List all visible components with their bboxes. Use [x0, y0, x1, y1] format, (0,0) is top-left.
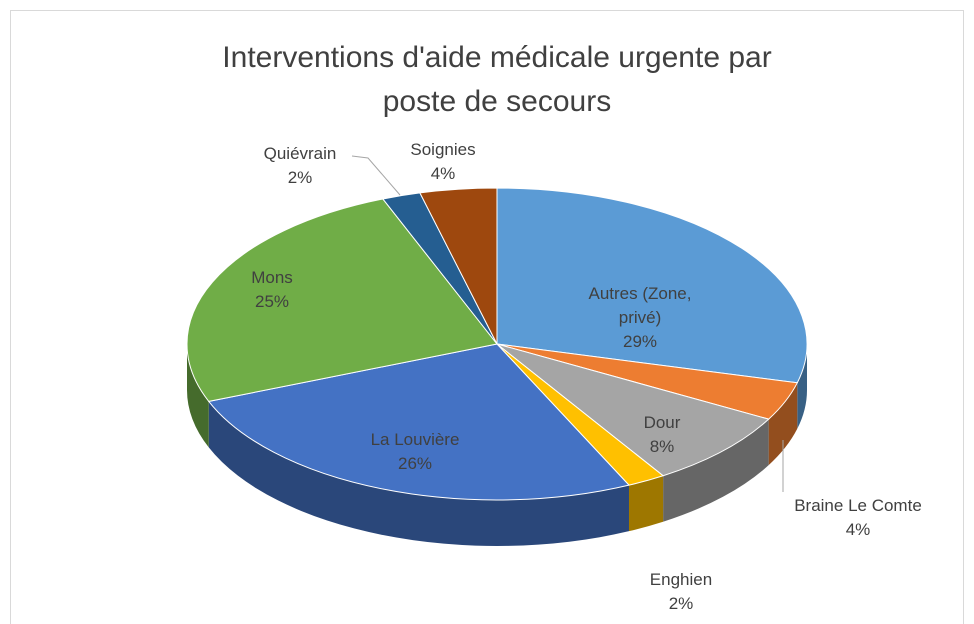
label-category: Dour — [643, 413, 681, 432]
label-category: Autres (Zone, privé) — [588, 284, 692, 327]
slice-side — [208, 401, 629, 546]
data-label: Autres (Zone, privé) 29% — [575, 282, 705, 354]
data-label: Quiévrain 2% — [250, 142, 350, 190]
leader-line — [351, 155, 401, 196]
data-label: Dour 8% — [622, 411, 702, 459]
slice — [186, 198, 498, 402]
label-value: 4% — [430, 164, 456, 183]
slice-side — [187, 344, 209, 448]
label-value: 29% — [622, 332, 658, 351]
slice-side — [768, 382, 798, 466]
data-label: Braine Le Comte 4% — [758, 494, 958, 542]
label-category: La Louvière — [370, 430, 460, 449]
slice-side — [628, 475, 664, 532]
chart-title: Interventions d'aide médicale urgente pa… — [222, 41, 772, 118]
label-value: 8% — [649, 437, 675, 456]
data-label: Mons 25% — [222, 266, 322, 314]
label-category: Quiévrain — [263, 144, 337, 163]
slice — [419, 187, 498, 345]
pie — [186, 187, 808, 546]
chart-border — [10, 10, 964, 624]
label-category: Enghien — [649, 570, 713, 589]
slice — [496, 343, 770, 477]
label-value: 26% — [397, 454, 433, 473]
label-value: 2% — [668, 594, 694, 613]
data-label: La Louvière 26% — [340, 428, 490, 476]
label-value: 2% — [287, 168, 313, 187]
label-category: Braine Le Comte — [794, 496, 922, 515]
slice-side — [663, 419, 769, 522]
label-category: Mons — [251, 268, 293, 287]
data-label: Soignies 4% — [393, 138, 493, 186]
slice — [496, 187, 808, 384]
slice — [207, 343, 630, 501]
label-category: Soignies — [410, 140, 476, 159]
label-value: 4% — [845, 520, 871, 539]
label-value: 25% — [254, 292, 290, 311]
data-label: Enghien 2% — [631, 568, 731, 616]
